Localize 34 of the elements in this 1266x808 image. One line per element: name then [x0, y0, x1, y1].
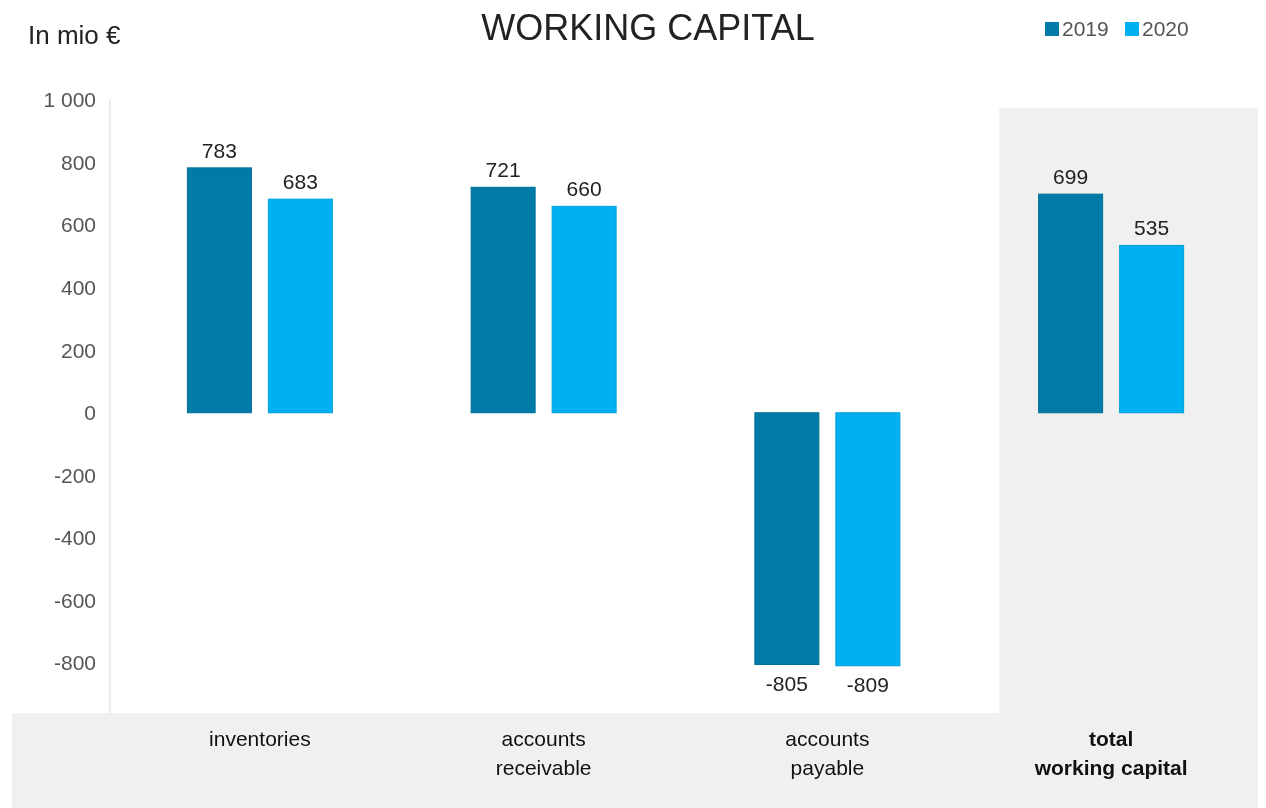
y-tick-label: -200	[53, 463, 96, 487]
y-axis-title: In mio €	[28, 20, 122, 50]
data-label: -809	[846, 672, 889, 696]
x-tick-label: accounts payable	[785, 727, 870, 779]
y-tick-label: 600	[60, 213, 96, 237]
y-tick-label: -600	[53, 588, 96, 612]
x-tick-label: accounts receivable	[495, 727, 592, 779]
data-label: -805	[765, 671, 808, 695]
y-tick-label: -800	[53, 651, 96, 675]
bar	[1119, 244, 1185, 414]
legend-label: 2019	[1062, 17, 1109, 40]
bar	[470, 186, 536, 414]
bar	[551, 205, 617, 414]
chart-title: WORKING CAPITAL	[481, 7, 815, 48]
y-tick-label: 200	[60, 338, 96, 362]
x-tick-label: inventories	[209, 727, 311, 750]
y-tick-label: 1 000	[43, 88, 96, 112]
bar	[1038, 193, 1104, 414]
bar	[186, 167, 252, 414]
y-tick-label: 800	[60, 150, 96, 174]
x-tick-label: total working capital	[1033, 727, 1188, 779]
data-label: 783	[201, 138, 237, 162]
y-tick-label: 400	[60, 276, 96, 299]
data-label: 535	[1134, 216, 1170, 240]
bar	[754, 412, 820, 666]
legend-label: 2020	[1142, 17, 1189, 40]
data-label: 699	[1053, 165, 1089, 189]
bar	[267, 198, 333, 414]
data-label: 721	[485, 158, 521, 182]
y-tick-label: 0	[84, 401, 96, 425]
data-label: 683	[282, 170, 318, 194]
data-label: 660	[566, 177, 602, 201]
y-tick-label: -400	[53, 526, 96, 550]
bar	[835, 412, 901, 667]
